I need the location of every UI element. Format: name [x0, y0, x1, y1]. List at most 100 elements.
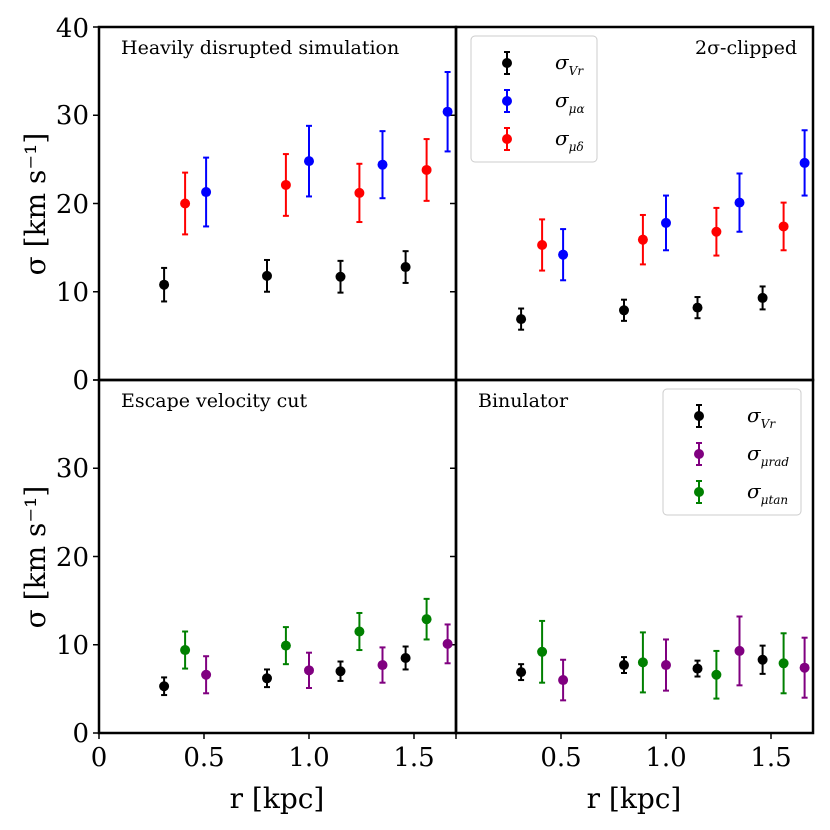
point-top-right-vr-1	[619, 298, 629, 322]
point-top-right-vr-2	[692, 296, 703, 320]
legend-marker	[502, 134, 512, 144]
y-tick-label-top-30: 30	[56, 101, 89, 131]
marker	[180, 645, 191, 656]
panel-title-bottom-right: Binulator	[478, 390, 569, 412]
x-tick-label-left-1.0: 1.0	[288, 743, 329, 773]
data-marks	[159, 71, 810, 702]
axis-ticks	[93, 26, 772, 739]
marker	[516, 314, 527, 325]
marker	[711, 669, 722, 680]
y-tick-label-top-0: 0	[72, 366, 89, 396]
point-bottom-right-vr-0	[516, 663, 527, 682]
marker	[442, 106, 453, 117]
point-bottom-right-rad-0	[558, 658, 569, 702]
panel-title-top-right: 2σ-clipped	[695, 37, 797, 59]
y-tick-label-top-40: 40	[56, 14, 89, 44]
marker	[711, 226, 722, 237]
marker	[335, 666, 346, 677]
point-top-right-alpha-0	[558, 228, 569, 282]
point-bottom-right-vr-1	[619, 656, 629, 674]
marker	[335, 271, 346, 282]
x-tick-label-left-0.5: 0.5	[183, 743, 224, 773]
point-top-right-delta-2	[711, 206, 722, 257]
marker	[304, 665, 314, 676]
point-bottom-left-rad-2	[377, 646, 388, 684]
point-bottom-right-tan-1	[637, 631, 648, 694]
point-bottom-right-rad-3	[799, 636, 810, 699]
x-tick-label-left-1.5: 1.5	[393, 743, 434, 773]
marker	[637, 234, 648, 245]
point-bottom-left-vr-1	[262, 668, 272, 689]
marker	[558, 249, 569, 260]
point-top-left-vr-0	[159, 266, 170, 303]
marker	[354, 187, 365, 198]
legend-entry-alpha: σμα	[502, 88, 585, 116]
panel-title-bottom-left: Escape velocity cut	[121, 390, 308, 412]
point-top-right-delta-1	[637, 213, 648, 266]
point-top-left-delta-2	[354, 162, 365, 224]
marker	[619, 305, 629, 316]
point-bottom-right-vr-2	[692, 659, 703, 678]
marker	[159, 681, 170, 692]
marker	[778, 658, 789, 669]
point-top-right-vr-3	[757, 285, 768, 311]
point-top-left-delta-0	[180, 171, 191, 236]
point-bottom-left-tan-3	[421, 597, 432, 641]
point-top-left-vr-1	[262, 258, 272, 293]
point-top-right-delta-3	[778, 201, 789, 252]
x-tick-label-left-0: 0	[91, 743, 108, 773]
point-bottom-left-vr-0	[159, 676, 170, 697]
point-top-right-alpha-1	[661, 194, 671, 252]
point-top-left-alpha-0	[201, 156, 212, 228]
y-tick-label-bottom-0: 0	[72, 719, 89, 749]
marker	[442, 638, 453, 649]
point-bottom-left-vr-3	[400, 645, 411, 671]
point-top-left-alpha-3	[442, 71, 453, 153]
marker	[280, 640, 291, 651]
marker	[778, 221, 789, 232]
legend-marker	[502, 58, 512, 68]
point-bottom-left-tan-0	[180, 630, 191, 670]
marker	[421, 164, 432, 175]
point-bottom-left-tan-2	[354, 611, 365, 652]
legend-marker	[502, 96, 512, 106]
marker	[799, 157, 810, 168]
marker	[734, 645, 745, 656]
point-top-left-delta-1	[280, 153, 291, 217]
point-bottom-right-tan-0	[537, 619, 548, 684]
point-top-right-delta-0	[537, 218, 548, 272]
point-top-left-vr-3	[400, 250, 411, 284]
y-tick-label-bottom-20: 20	[56, 543, 89, 573]
panel-title-top-left: Heavily disrupted simulation	[121, 37, 399, 59]
marker	[799, 662, 810, 673]
marker	[537, 239, 548, 250]
legend-frame	[470, 35, 598, 163]
y-tick-label-top-20: 20	[56, 190, 89, 220]
marker	[692, 663, 703, 674]
marker	[180, 198, 191, 209]
marker	[637, 657, 648, 668]
marker	[619, 660, 629, 671]
marker	[201, 187, 212, 198]
point-bottom-right-rad-1	[661, 638, 671, 692]
x-tick-label-right-1.0: 1.0	[645, 743, 686, 773]
marker	[537, 646, 548, 657]
marker	[421, 614, 432, 625]
x-axis-label-left: r [kpc]	[230, 782, 325, 815]
point-bottom-right-tan-3	[778, 632, 789, 695]
point-top-left-vr-2	[335, 259, 346, 294]
marker	[201, 669, 212, 680]
point-bottom-right-tan-2	[711, 649, 722, 700]
point-bottom-right-vr-3	[757, 644, 768, 675]
marker	[304, 156, 314, 167]
x-axis-label-right: r [kpc]	[587, 782, 682, 815]
marker	[354, 626, 365, 637]
marker	[558, 675, 569, 686]
y-axis-label-top: σ [km s⁻¹]	[19, 133, 52, 276]
legend-label-alpha: σμα	[555, 88, 585, 116]
point-top-right-alpha-3	[799, 129, 810, 197]
